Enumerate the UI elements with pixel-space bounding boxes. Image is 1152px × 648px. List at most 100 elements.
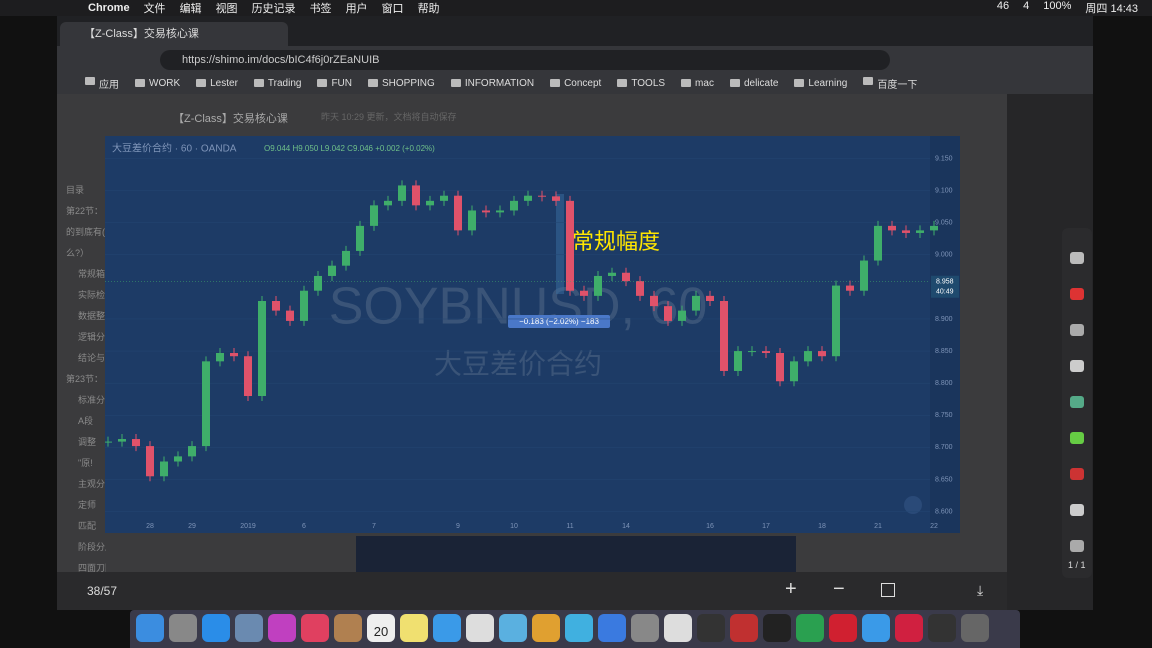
outline-item[interactable]: "原! [78, 458, 93, 468]
candle [650, 295, 658, 307]
dock-icon[interactable] [202, 614, 230, 642]
outline-item[interactable]: 第23节： [66, 374, 104, 384]
bookmark[interactable]: INFORMATION [450, 78, 534, 89]
address-bar[interactable]: https://shimo.im/docs/bIC4f6j0rZEaNUIB [160, 50, 890, 70]
outline-item[interactable]: 第22节： [66, 206, 104, 216]
fit[interactable] [881, 583, 895, 597]
bookmark[interactable]: 应用 [85, 76, 119, 91]
outline-item[interactable]: 四面刀图 [78, 563, 106, 573]
tool[interactable] [1070, 396, 1084, 408]
dock-icon[interactable] [136, 614, 164, 642]
outline-item[interactable]: 阶段分用 [78, 542, 106, 552]
outline-item[interactable]: 的到底有( [66, 227, 105, 237]
bookmark[interactable]: Trading [253, 78, 301, 89]
dock-icon[interactable] [796, 614, 824, 642]
outline-item[interactable]: 标准分 [78, 395, 106, 405]
outline-item[interactable]: 逻辑分 [78, 332, 106, 342]
candle [398, 185, 406, 201]
bookmark[interactable]: Lester [196, 78, 238, 89]
bookmark[interactable]: TOOLS [617, 78, 665, 89]
dock-icon[interactable] [598, 614, 626, 642]
outline-item[interactable]: 匹配 [78, 521, 97, 531]
outline-item[interactable]: 主观分 [78, 479, 106, 489]
dock-icon[interactable]: 20 [367, 614, 395, 642]
candle [636, 281, 644, 296]
dock-icon[interactable] [697, 614, 725, 642]
menu-item[interactable]: 历史记录 [251, 3, 296, 15]
dock-icon[interactable] [400, 614, 428, 642]
bookmark[interactable]: Concept [550, 78, 601, 89]
tool[interactable] [1070, 540, 1084, 552]
ohlc: O9.044 H9.050 L9.042 C9.046 +0.002 (+0.0… [264, 144, 435, 153]
dock-icon[interactable] [862, 614, 890, 642]
outline-item[interactable]: 常规箱 [78, 269, 106, 279]
x-tick-label: 17 [762, 523, 770, 530]
dock-icon[interactable] [664, 614, 692, 642]
status-area: 46 4 100% 周四 14:43 [997, 0, 1152, 16]
dock-icon[interactable] [433, 614, 461, 642]
tool[interactable] [1070, 504, 1084, 516]
dock-icon[interactable] [631, 614, 659, 642]
outline-item[interactable]: 结论与 [78, 353, 106, 363]
outline-item[interactable]: 定师 [78, 500, 97, 510]
zoom-in[interactable]: + [785, 578, 797, 600]
outline-item[interactable]: A段 [78, 416, 94, 426]
candle [538, 195, 546, 197]
candle [916, 230, 924, 233]
bookmark[interactable]: WORK [135, 78, 180, 89]
tool[interactable] [1070, 288, 1084, 300]
bookmark[interactable]: Learning [794, 78, 847, 89]
menu-item[interactable]: 用户 [345, 3, 368, 15]
menu-item[interactable]: 帮助 [417, 3, 440, 15]
tool[interactable] [1070, 468, 1084, 480]
download[interactable]: ⤓ [977, 582, 984, 598]
dock-icon[interactable] [895, 614, 923, 642]
bookmark[interactable]: delicate [729, 78, 778, 89]
dock-icon[interactable] [499, 614, 527, 642]
dock-icon[interactable] [763, 614, 791, 642]
bookmark[interactable]: mac [681, 78, 714, 89]
dock-icon[interactable] [466, 614, 494, 642]
tool[interactable] [1070, 324, 1084, 336]
outline-item[interactable]: 实际检 [78, 290, 106, 300]
menu-item[interactable]: 书签 [309, 3, 332, 15]
outline-item[interactable]: 么?） [66, 248, 90, 258]
menu-item[interactable]: Chrome [88, 2, 130, 14]
dock-icon[interactable] [169, 614, 197, 642]
dock-icon[interactable] [301, 614, 329, 642]
dock-icon[interactable] [268, 614, 296, 642]
candle [146, 446, 154, 477]
dock-icon[interactable] [928, 614, 956, 642]
menu-item[interactable]: 编辑 [179, 3, 202, 15]
bookmark[interactable]: 百度一下 [863, 76, 917, 91]
dock-icon[interactable] [829, 614, 857, 642]
viewer-toolbar: 38/57 + − ⤓ [57, 572, 1007, 610]
dock-icon[interactable] [334, 614, 362, 642]
menu-item[interactable]: 窗口 [381, 3, 404, 15]
candle [692, 295, 700, 311]
bookmark[interactable]: SHOPPING [368, 78, 435, 89]
tab[interactable]: 【Z-Class】交易核心课 [60, 22, 288, 46]
candle [482, 210, 490, 213]
scroll-button[interactable] [904, 496, 922, 514]
candle [230, 353, 238, 357]
outline-item[interactable]: 目录 [66, 185, 85, 195]
menu-bar: Chrome 文件 编辑 视图 历史记录 书签 用户 窗口 帮助 46 4 100% 周四 14:43 [0, 0, 1152, 16]
dock-icon[interactable] [961, 614, 989, 642]
menu-item[interactable]: 视图 [215, 3, 238, 15]
outline-item[interactable]: 数据整 [78, 311, 106, 321]
last-price-tag [931, 275, 959, 298]
menu-item[interactable]: 文件 [143, 3, 166, 15]
candle [216, 353, 224, 362]
tool[interactable] [1070, 252, 1084, 264]
bookmark[interactable]: FUN [317, 78, 352, 89]
dock-icon[interactable] [565, 614, 593, 642]
outline-item[interactable]: 调整 [78, 437, 97, 447]
next-image [356, 536, 796, 576]
dock-icon[interactable] [235, 614, 263, 642]
tool[interactable] [1070, 360, 1084, 372]
zoom-out[interactable]: − [833, 578, 845, 600]
dock-icon[interactable] [730, 614, 758, 642]
dock-icon[interactable] [532, 614, 560, 642]
tool[interactable] [1070, 432, 1084, 444]
